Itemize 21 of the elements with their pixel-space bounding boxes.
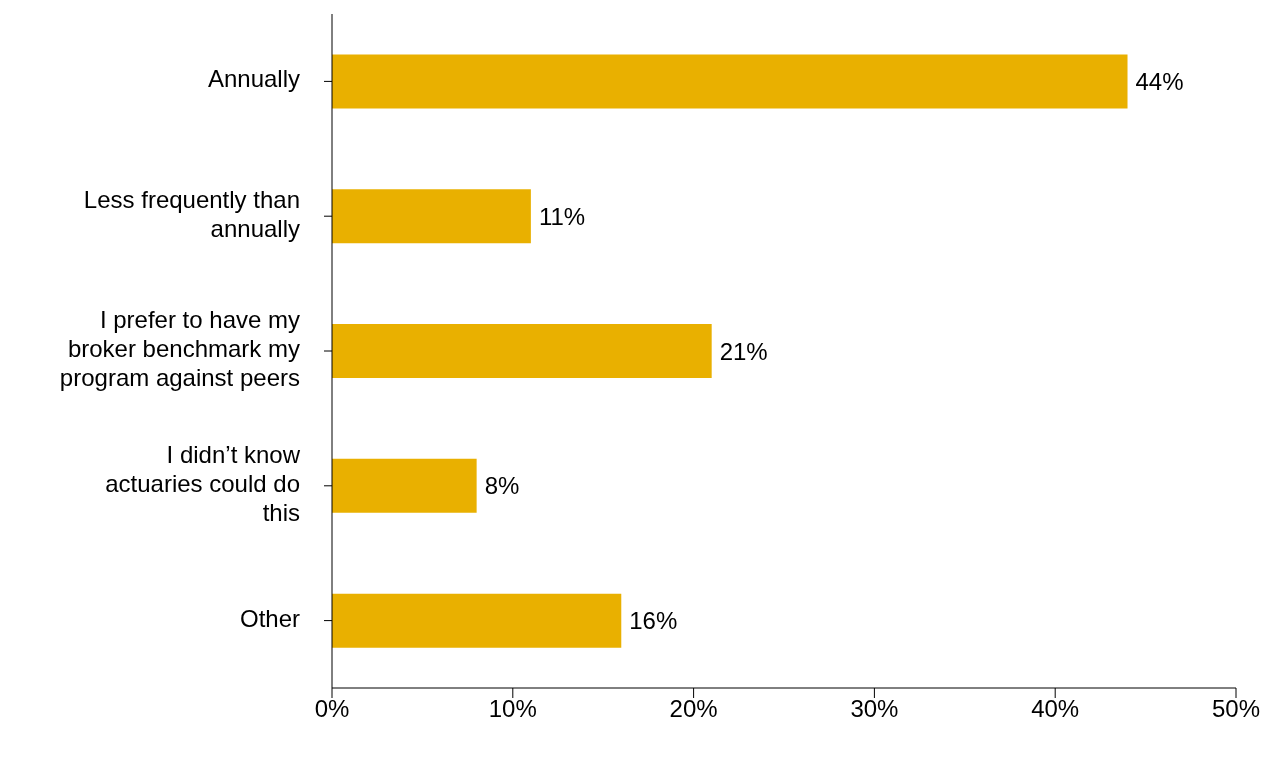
y-tick-label: I prefer to have my broker benchmark my program against peers [59, 306, 300, 392]
y-tick-label: Annually [207, 65, 300, 93]
y-tick-label: I didn’t know actuaries could do this [105, 441, 301, 527]
data-label: 21% [719, 337, 768, 365]
x-tick-label: 30% [850, 695, 899, 723]
x-tick-label: 0% [314, 695, 350, 723]
y-tick-label: Other [239, 604, 300, 632]
x-tick-label: 20% [669, 695, 718, 723]
y-tick-label: Less frequently than annually [83, 186, 300, 243]
bar [332, 189, 531, 244]
data-label: 8% [484, 472, 520, 500]
x-tick-label: 40% [1031, 695, 1080, 723]
data-label: 16% [629, 607, 678, 635]
bar [332, 593, 622, 648]
bar [332, 54, 1128, 109]
x-tick-label: 50% [1211, 695, 1261, 723]
x-tick-label: 10% [488, 695, 537, 723]
bar [332, 324, 712, 379]
bar [332, 458, 477, 513]
data-label: 11% [538, 202, 586, 230]
data-label: 44% [1135, 67, 1184, 95]
